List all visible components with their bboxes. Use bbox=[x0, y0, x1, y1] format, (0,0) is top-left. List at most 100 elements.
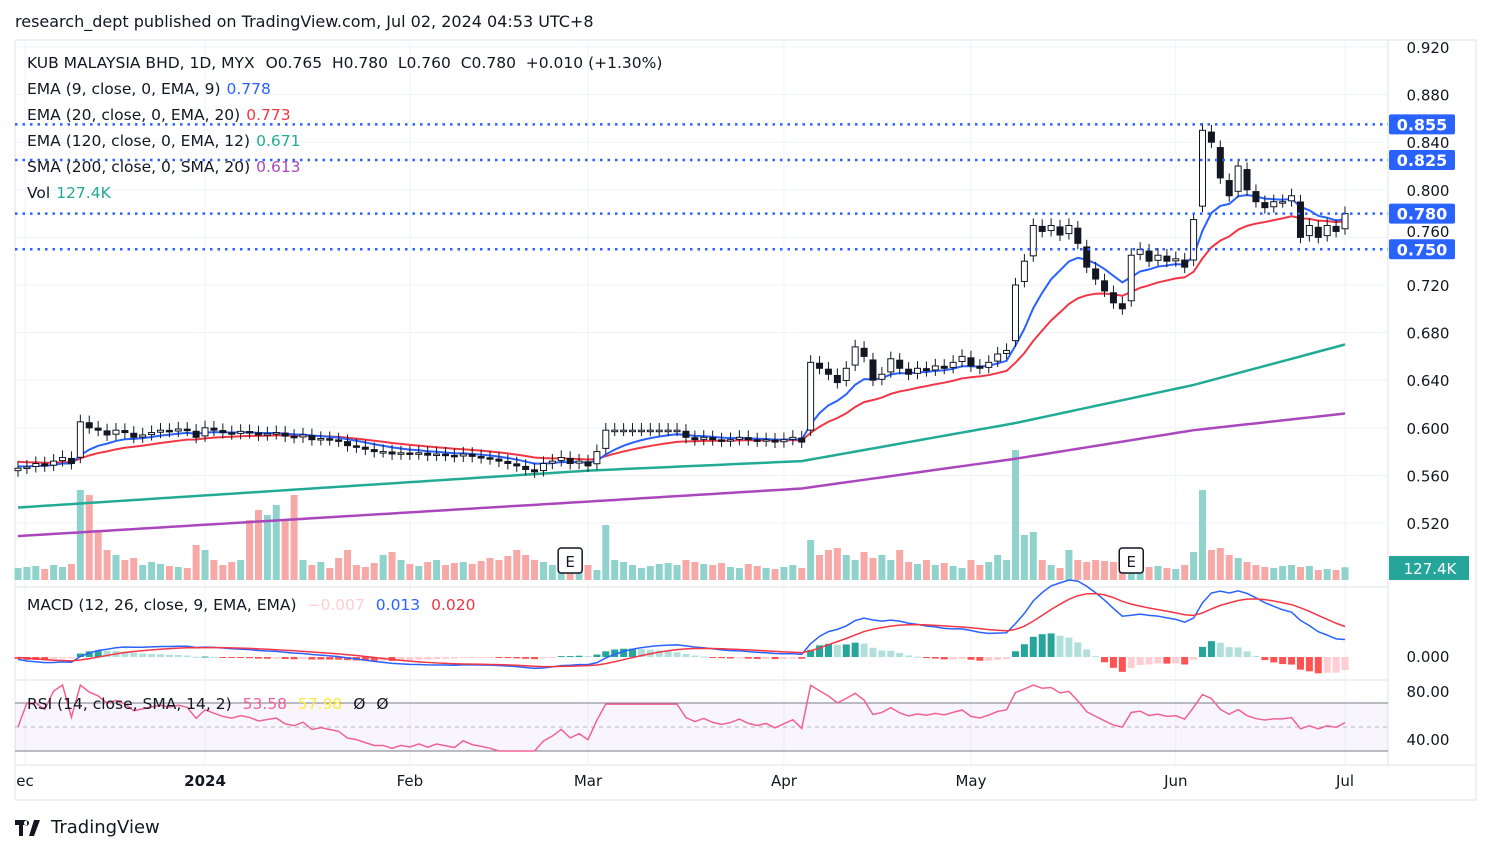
macd-histogram-bar bbox=[263, 657, 271, 659]
macd-histogram-bar bbox=[1190, 657, 1198, 660]
macd-histogram-bar bbox=[771, 657, 779, 660]
macd-histogram-bar bbox=[317, 657, 325, 660]
legend-ema20[interactable]: EMA (20, close, 0, EMA, 20) 0.773 bbox=[27, 106, 297, 124]
macd-histogram-bar bbox=[1083, 649, 1091, 657]
macd-histogram-bar bbox=[450, 657, 458, 659]
legend-rsi[interactable]: RSI (14, close, SMA, 14, 2) 53.58 57.98 … bbox=[27, 695, 395, 713]
volume-bar bbox=[192, 545, 200, 580]
candle-body bbox=[139, 434, 147, 438]
candle-body bbox=[1270, 201, 1278, 208]
candle-body bbox=[424, 452, 432, 456]
volume-bar bbox=[753, 566, 761, 580]
legend-macd[interactable]: MACD (12, 26, close, 9, EMA, EMA) −0.007… bbox=[27, 596, 481, 614]
candle-body bbox=[887, 358, 895, 373]
volume-bar bbox=[94, 530, 102, 580]
legend-volume[interactable]: Vol 127.4K bbox=[27, 184, 117, 202]
volume-bar bbox=[1314, 570, 1322, 580]
price-tick-label: 0.640 bbox=[1407, 372, 1450, 390]
last-volume-label: 127.4K bbox=[1404, 560, 1458, 578]
volume-bar bbox=[869, 558, 877, 580]
candle-body bbox=[148, 432, 156, 436]
volume-bar bbox=[165, 566, 173, 580]
ema120-line bbox=[17, 343, 1346, 509]
macd-histogram-bar bbox=[513, 657, 521, 659]
macd-histogram-bar bbox=[762, 657, 770, 659]
volume-bar bbox=[335, 558, 343, 580]
candle-body bbox=[949, 361, 957, 368]
candle-body bbox=[1225, 180, 1233, 197]
candle-body bbox=[994, 353, 1002, 362]
volume-bar bbox=[1341, 567, 1349, 580]
symbol-name[interactable]: KUB MALAYSIA BHD, 1D, MYX bbox=[27, 54, 255, 72]
volume-bar bbox=[967, 560, 975, 580]
volume-bar bbox=[1234, 558, 1242, 580]
volume-bar bbox=[1225, 555, 1233, 580]
candle-body bbox=[1127, 254, 1135, 302]
candle-body bbox=[869, 359, 877, 381]
candle-body bbox=[156, 429, 164, 433]
earnings-marker-label: E bbox=[565, 553, 574, 571]
candle-body bbox=[548, 460, 556, 464]
macd-histogram-bar bbox=[424, 657, 432, 660]
macd-histogram-bar bbox=[1136, 657, 1144, 666]
candle-body bbox=[50, 460, 58, 466]
ema120-label: EMA (120, close, 0, EMA, 12) bbox=[27, 132, 251, 150]
volume-bar bbox=[664, 563, 672, 580]
candle-body bbox=[192, 430, 200, 438]
volume-bar bbox=[1243, 562, 1251, 580]
macd-histogram-bar bbox=[557, 656, 565, 658]
macd-histogram-bar bbox=[1163, 657, 1171, 664]
volume-bar bbox=[1109, 562, 1117, 580]
candle-body bbox=[1314, 226, 1322, 238]
macd-histogram-bar bbox=[1172, 657, 1180, 664]
tradingview-logo[interactable]: TradingView bbox=[15, 817, 160, 838]
volume-bar bbox=[272, 505, 280, 580]
volume-bar bbox=[130, 558, 138, 580]
volume-bar bbox=[1216, 548, 1224, 580]
candle-body bbox=[32, 463, 40, 468]
macd-histogram-bar bbox=[887, 651, 895, 657]
volume-bar bbox=[174, 567, 182, 580]
candle-body bbox=[1047, 225, 1055, 232]
candle-body bbox=[522, 465, 530, 470]
candle-body bbox=[406, 452, 414, 455]
macd-line bbox=[17, 579, 1346, 670]
macd-histogram-bar bbox=[41, 657, 49, 660]
macd-histogram-bar bbox=[958, 657, 966, 659]
volume-bar bbox=[922, 560, 930, 580]
volume-bar bbox=[762, 568, 770, 580]
volume-bar bbox=[646, 566, 654, 580]
candle-body bbox=[237, 430, 245, 434]
volume-bar bbox=[878, 555, 886, 580]
legend-ema120[interactable]: EMA (120, close, 0, EMA, 12) 0.671 bbox=[27, 132, 306, 150]
volume-bar bbox=[1305, 566, 1313, 580]
volume-bar bbox=[851, 560, 859, 580]
vol-value: 127.4K bbox=[56, 184, 111, 202]
volume-bar bbox=[450, 563, 458, 580]
legend-sma200[interactable]: SMA (200, close, 0, SMA, 20) 0.613 bbox=[27, 158, 307, 176]
macd-histogram-bar bbox=[397, 657, 405, 661]
candle-body bbox=[1056, 226, 1064, 236]
macd-histogram-bar bbox=[1341, 657, 1349, 670]
candle-body bbox=[228, 432, 236, 435]
macd-histogram-bar bbox=[620, 648, 628, 657]
candle-body bbox=[433, 453, 441, 456]
candle-body bbox=[477, 456, 485, 459]
macd-histogram-bar bbox=[1101, 657, 1109, 663]
candle-body bbox=[103, 430, 111, 436]
macd-histogram-bar bbox=[940, 657, 948, 660]
macd-histogram-bar bbox=[477, 657, 485, 658]
macd-hist-value: −0.007 bbox=[307, 596, 365, 614]
macd-histogram-bar bbox=[67, 657, 75, 659]
candle-body bbox=[940, 365, 948, 369]
candle-body bbox=[344, 441, 352, 447]
candle-body bbox=[1109, 292, 1117, 304]
candle-body bbox=[860, 347, 868, 357]
macd-histogram-bar bbox=[130, 652, 138, 657]
volume-bar bbox=[807, 540, 815, 580]
legend-ema9[interactable]: EMA (9, close, 0, EMA, 9) 0.778 bbox=[27, 80, 277, 98]
macd-histogram-bar bbox=[718, 657, 726, 659]
macd-histogram-bar bbox=[575, 655, 583, 657]
macd-histogram-bar bbox=[522, 657, 530, 659]
